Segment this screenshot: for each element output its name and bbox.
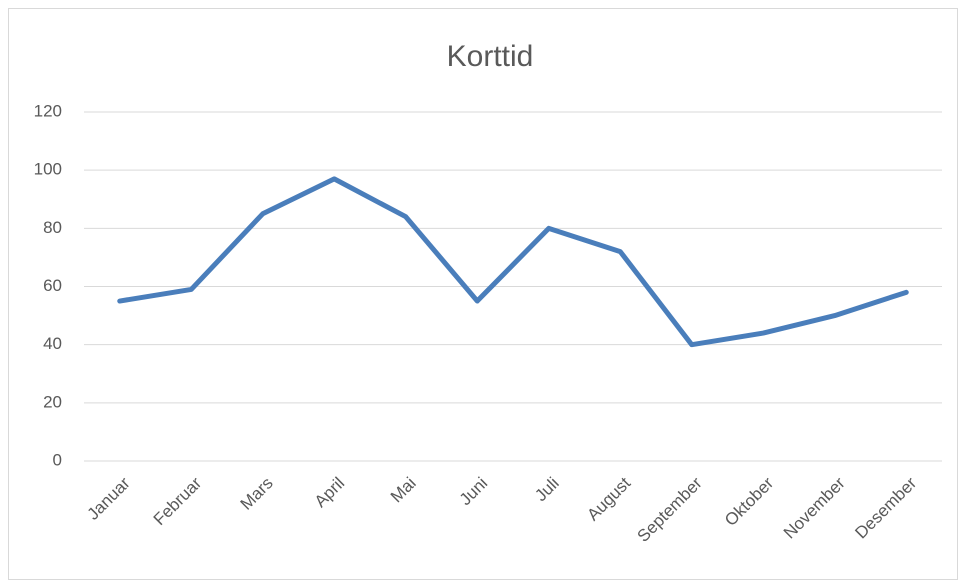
y-tick-label: 100 [34,160,62,179]
y-tick-label: 0 [53,450,62,469]
y-tick-label: 40 [43,334,62,353]
y-tick-label: 60 [43,276,62,295]
y-tick-label: 80 [43,218,62,237]
y-tick-label: 120 [34,101,62,120]
line-series [117,176,909,348]
chart-title: Korttid [447,40,534,73]
y-tick-label: 20 [43,392,62,411]
